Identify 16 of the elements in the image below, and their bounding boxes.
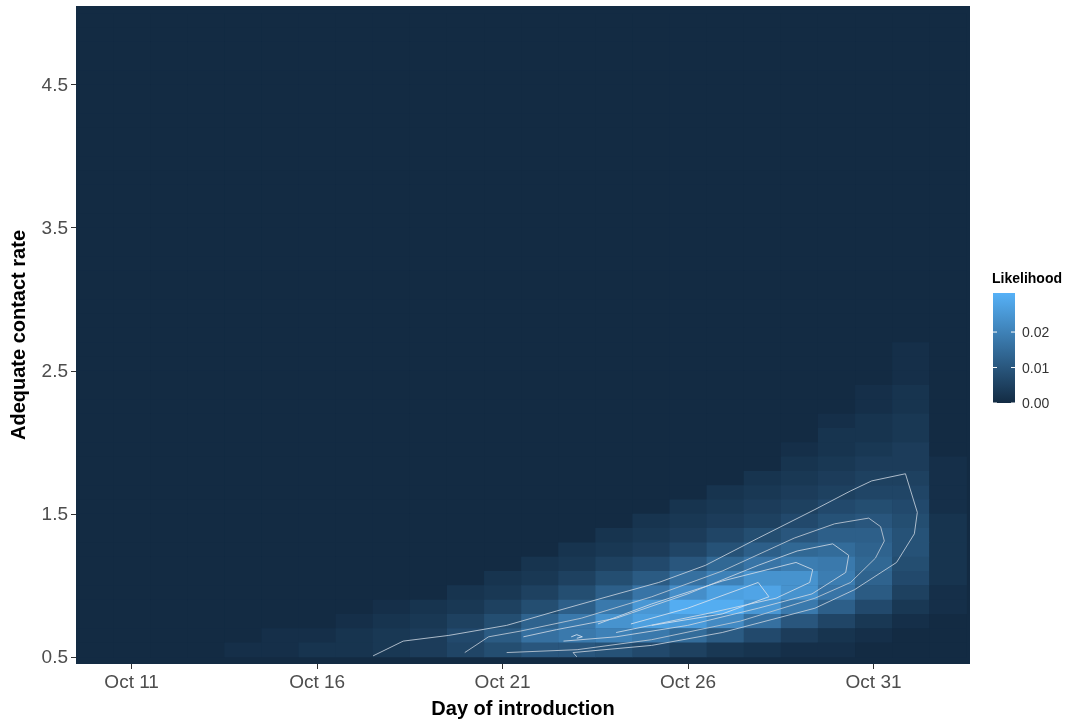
color-bar-label: 0.01	[1022, 359, 1050, 376]
y-tick-label: 3.5	[41, 217, 68, 239]
x-tick-label: Oct 31	[845, 671, 902, 692]
x-tick-label: Oct 26	[660, 671, 717, 692]
y-tick-label: 2.5	[41, 360, 68, 382]
color-bar-label: 0.00	[1022, 395, 1050, 411]
x-tick-label: Oct 11	[104, 671, 159, 692]
color-bar-title: Likelihood	[992, 270, 1062, 286]
y-tick-label: 1.5	[41, 503, 68, 525]
y-tick-label: 0.5	[41, 646, 68, 668]
x-axis-title: Day of introduction	[431, 697, 615, 719]
x-tick-label: Oct 16	[289, 671, 346, 692]
y-tick-label: 4.5	[41, 74, 68, 96]
color-bar-label: 0.02	[1022, 324, 1050, 341]
y-axis-title: Adequate contact rate	[7, 229, 29, 441]
x-tick-label: Oct 21	[474, 671, 531, 692]
